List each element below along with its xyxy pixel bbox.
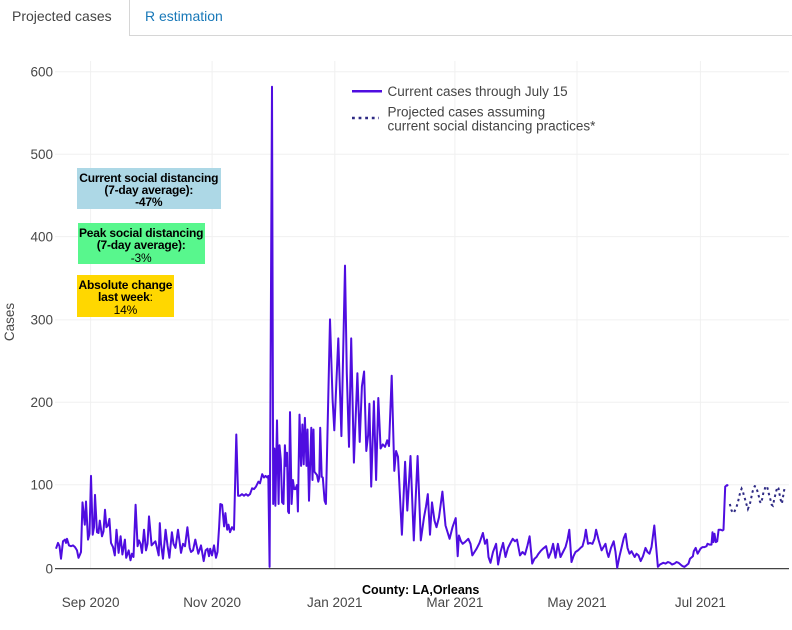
svg-text:County: LA,Orleans: County: LA,Orleans [362,583,479,597]
svg-text:100: 100 [30,478,53,493]
svg-text:Jul 2021: Jul 2021 [675,595,726,610]
svg-text:Current cases through July 15: Current cases through July 15 [388,84,568,99]
svg-text:Cases: Cases [2,303,17,342]
svg-text:0: 0 [45,561,53,576]
svg-text:500: 500 [30,147,53,162]
svg-text:current social distancing prac: current social distancing practices* [388,119,597,134]
svg-text:Sep 2020: Sep 2020 [62,595,120,610]
svg-text:Mar 2021: Mar 2021 [426,595,483,610]
svg-text:600: 600 [30,65,53,80]
svg-text:300: 300 [30,313,53,328]
svg-text:Projected cases assuming: Projected cases assuming [388,104,546,119]
svg-text:Nov 2020: Nov 2020 [183,595,241,610]
svg-text:200: 200 [30,395,53,410]
svg-text:May 2021: May 2021 [547,595,606,610]
svg-text:Jan 2021: Jan 2021 [307,595,363,610]
svg-text:400: 400 [30,229,53,244]
